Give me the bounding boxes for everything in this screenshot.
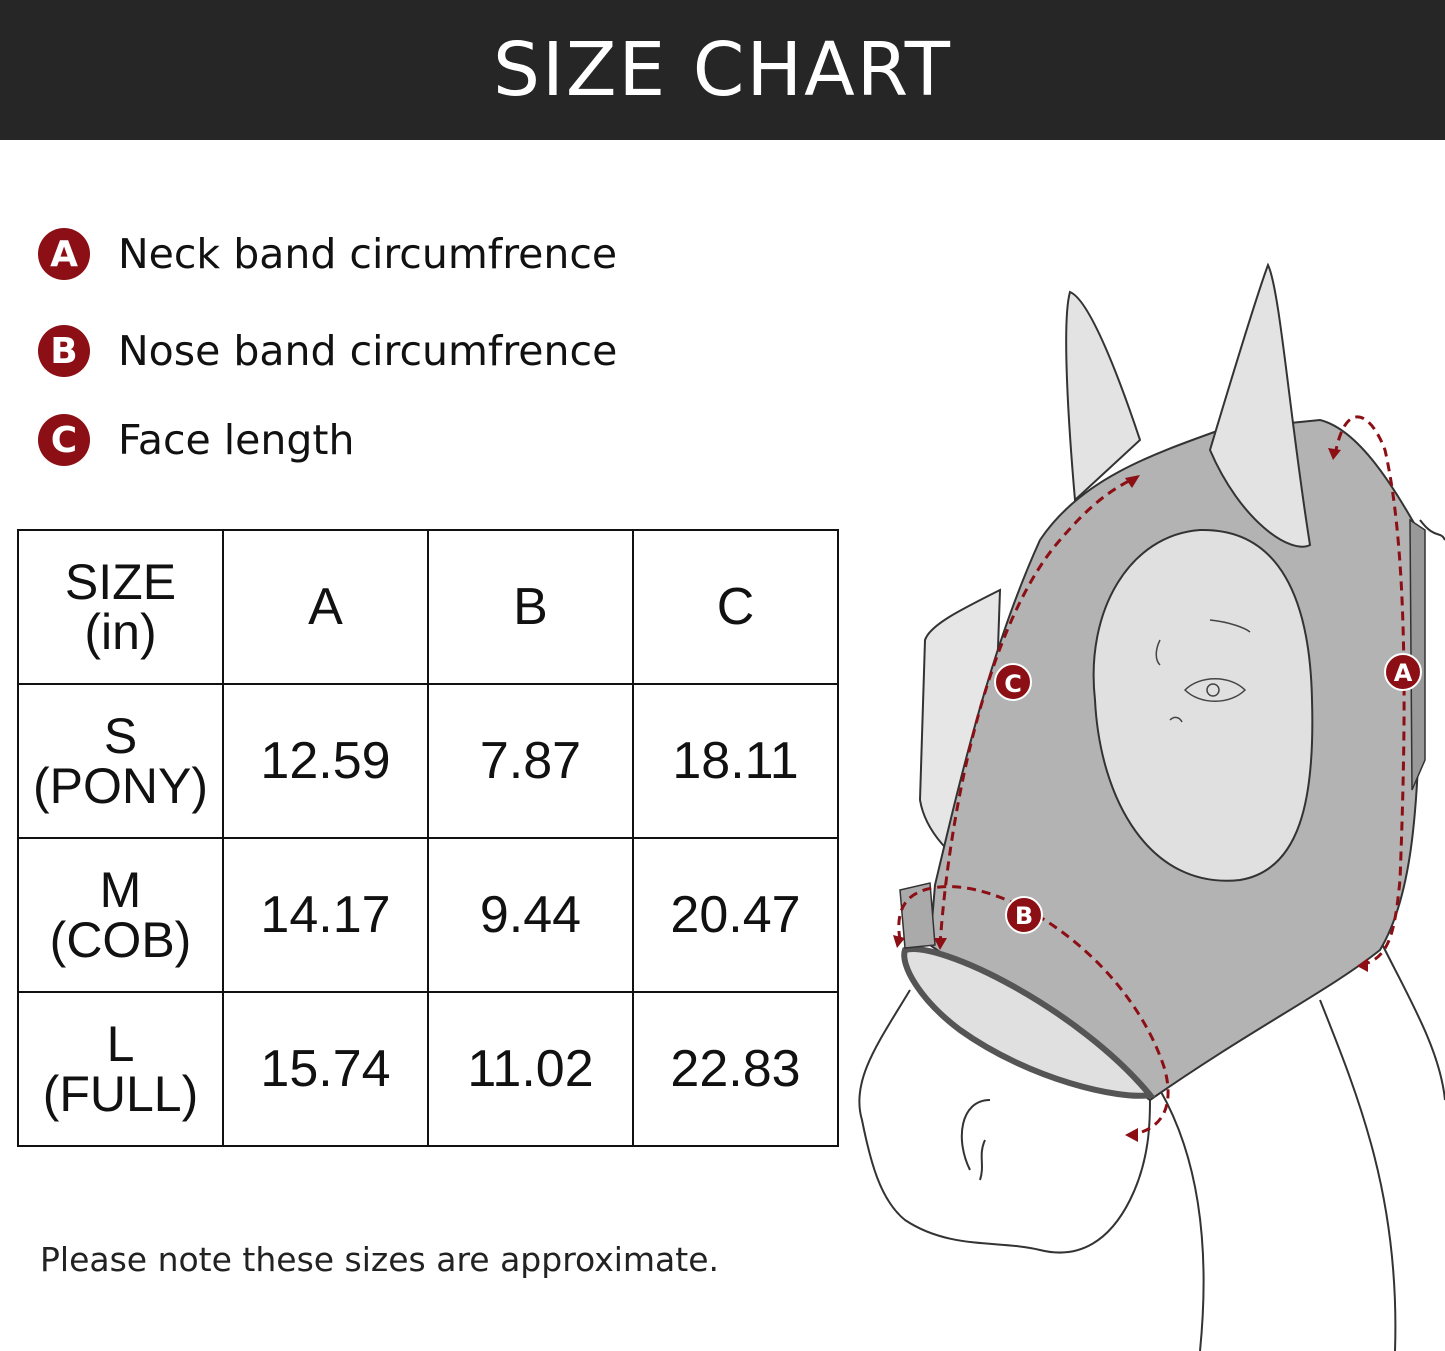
table-header-row: SIZE (in) A B C	[17, 529, 839, 685]
diagram-badges: C B A	[994, 653, 1422, 934]
header-b: B	[427, 529, 634, 685]
diagram-label-a: A	[1394, 659, 1413, 687]
badge-b-icon: B	[38, 325, 90, 377]
table-row: L (FULL) 15.74 11.02 22.83	[17, 991, 839, 1147]
size-table: SIZE (in) A B C S (PONY) 12.59 7.87 18.11 …	[17, 529, 839, 1147]
eye-opening	[1092, 528, 1314, 882]
header-banner: SIZE CHART	[0, 0, 1445, 140]
size-cell: M (COB)	[17, 837, 224, 993]
measure-line-b	[897, 885, 1170, 1137]
table-row: M (COB) 14.17 9.44 20.47	[17, 837, 839, 993]
badge-a-icon: A	[38, 228, 90, 280]
value-cell: 14.17	[222, 837, 429, 993]
badge-c-icon: C	[38, 414, 90, 466]
header-c: C	[632, 529, 839, 685]
header-a: A	[222, 529, 429, 685]
horse-mask-diagram: C B A	[858, 262, 1445, 1351]
approximate-note: Please note these sizes are approximate.	[40, 1240, 720, 1279]
value-cell: 7.87	[427, 683, 634, 839]
value-cell: 11.02	[427, 991, 634, 1147]
value-cell: 15.74	[222, 991, 429, 1147]
nose-band	[899, 882, 936, 949]
header-size: SIZE (in)	[17, 529, 224, 685]
legend-item-c: C Face length	[38, 414, 354, 466]
measure-lines	[897, 415, 1406, 1137]
legend-item-b: B Nose band circumfrence	[38, 325, 617, 377]
value-cell: 12.59	[222, 683, 429, 839]
badge-b-icon	[1005, 896, 1043, 934]
horse-outline	[858, 519, 1445, 1351]
value-cell: 18.11	[632, 683, 839, 839]
nose-opening	[901, 946, 1156, 1099]
size-cell: S (PONY)	[17, 683, 224, 839]
legend-label: Neck band circumfrence	[118, 230, 618, 278]
badge-c-icon	[994, 663, 1032, 701]
value-cell: 20.47	[632, 837, 839, 993]
table-row: S (PONY) 12.59 7.87 18.11	[17, 683, 839, 839]
measure-line-a	[1333, 415, 1406, 967]
value-cell: 9.44	[427, 837, 634, 993]
diagram-label-b: B	[1015, 902, 1033, 930]
badge-a-icon	[1384, 653, 1422, 691]
size-cell: L (FULL)	[17, 991, 224, 1147]
legend-label: Nose band circumfrence	[118, 327, 618, 375]
neck-band	[1409, 518, 1426, 791]
eye-icon	[1155, 619, 1251, 723]
measure-line-c	[938, 476, 1136, 946]
legend-label: Face length	[118, 416, 355, 464]
right-ear	[1208, 262, 1312, 548]
value-cell: 22.83	[632, 991, 839, 1147]
page-title: SIZE CHART	[493, 27, 952, 113]
diagram-label-c: C	[1004, 670, 1022, 698]
legend-item-a: A Neck band circumfrence	[38, 228, 617, 280]
arrowheads	[893, 448, 1368, 1142]
